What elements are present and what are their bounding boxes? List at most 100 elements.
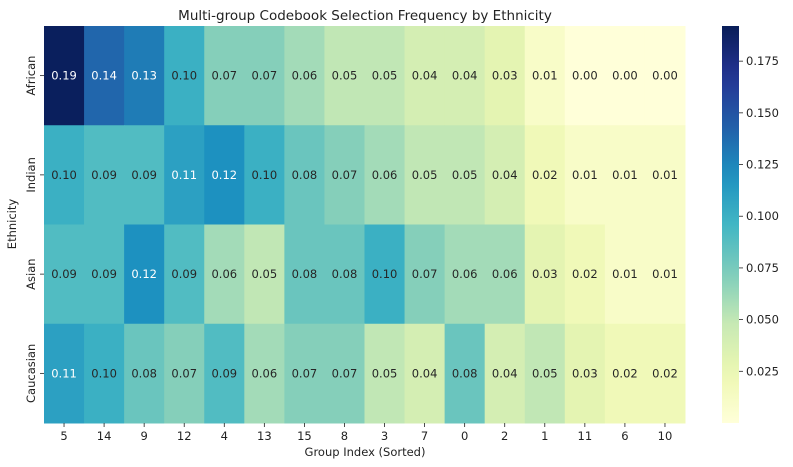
colorbar-tick-label: 0.125 (746, 158, 779, 172)
heatmap-cell (84, 224, 125, 325)
heatmap-cell (84, 125, 125, 225)
cell-value-label: 0.06 (492, 267, 518, 281)
heatmap-cell (604, 125, 646, 225)
heatmap-cell (364, 224, 406, 325)
cell-value-label: 0.12 (131, 267, 157, 281)
heatmap-cell (124, 125, 165, 225)
heatmap-cell (124, 26, 165, 126)
heatmap-cell (604, 224, 646, 325)
heatmap-cell (244, 224, 285, 325)
x-tick-label: 10 (658, 429, 673, 443)
colorbar-ticks: 0.025 0.050 0.075 0.100 0.125 0.150 0.175 (739, 54, 779, 378)
x-tick-label: 8 (341, 429, 348, 443)
cell-value-label: 0.02 (612, 366, 638, 380)
cell-value-label: 0.06 (372, 168, 398, 182)
heatmap-cell (444, 26, 486, 126)
cell-value-label: 0.05 (332, 69, 358, 83)
cell-value-label: 0.06 (292, 69, 318, 83)
colorbar-tick-label: 0.100 (746, 209, 779, 223)
x-tick-label: 15 (297, 429, 312, 443)
x-tick-label: 9 (140, 429, 147, 443)
x-tick-label: 13 (257, 429, 272, 443)
x-tick-label: 11 (578, 429, 593, 443)
heatmap-cell (124, 224, 165, 325)
cell-value-label: 0.07 (171, 366, 197, 380)
cell-value-label: 0.08 (131, 366, 157, 380)
cell-value-label: 0.10 (51, 168, 77, 182)
heatmap-cell (284, 224, 325, 325)
heatmap-cell (164, 323, 205, 424)
x-tick-label: 7 (421, 429, 428, 443)
cell-value-label: 0.05 (372, 366, 398, 380)
heatmap-cell (444, 323, 486, 424)
heatmap-cell (404, 323, 446, 424)
cell-value-label: 0.04 (452, 69, 478, 83)
cell-value-label: 0.01 (612, 168, 638, 182)
heatmap-cell (324, 224, 365, 325)
cell-value-label: 0.11 (51, 366, 77, 380)
cell-value-label: 0.00 (572, 69, 598, 83)
cell-value-label: 0.08 (292, 267, 318, 281)
x-tick-label: 1 (541, 429, 548, 443)
cell-value-label: 0.01 (652, 168, 678, 182)
cell-value-label: 0.06 (211, 267, 237, 281)
heatmap-cell (564, 224, 606, 325)
heatmap-cell (484, 323, 526, 424)
heatmap-cell (164, 224, 205, 325)
heatmap-cell (284, 26, 325, 126)
x-tick-label: 6 (621, 429, 628, 443)
heatmap-cell (44, 125, 85, 225)
cell-value-label: 0.10 (91, 366, 117, 380)
heatmap-cell (324, 323, 365, 424)
cell-value-label: 0.07 (412, 267, 438, 281)
cell-value-label: 0.04 (492, 366, 518, 380)
heatmap-cells: 0.19 0.14 0.13 0.10 0.07 0.07 0.06 0.05 0.05 0.04… (44, 26, 686, 424)
colorbar-tick-label: 0.175 (746, 54, 779, 68)
y-axis-title: Ethnicity (5, 199, 19, 250)
heatmap-cell (204, 26, 245, 126)
x-tick-label: 5 (60, 429, 67, 443)
heatmap-cell (644, 323, 686, 424)
cell-value-label: 0.10 (252, 168, 278, 182)
heatmap-cell (484, 224, 526, 325)
heatmap-cell (564, 125, 606, 225)
colorbar (722, 26, 739, 423)
heatmap-cell (644, 224, 686, 325)
heatmap-cell (284, 323, 325, 424)
cell-value-label: 0.09 (91, 168, 117, 182)
heatmap-cell (404, 125, 446, 225)
cell-value-label: 0.07 (332, 168, 358, 182)
heatmap-cell (524, 125, 566, 225)
heatmap-cell (84, 323, 125, 424)
cell-value-label: 0.03 (572, 366, 598, 380)
heatmap-cell (124, 323, 165, 424)
cell-value-label: 0.19 (51, 69, 77, 83)
cell-value-label: 0.05 (372, 69, 398, 83)
cell-value-label: 0.10 (372, 267, 398, 281)
heatmap-cell (564, 26, 606, 126)
cell-value-label: 0.01 (652, 267, 678, 281)
heatmap-cell (204, 224, 245, 325)
heatmap-cell (604, 323, 646, 424)
heatmap-cell (404, 26, 446, 126)
cell-value-label: 0.03 (492, 69, 518, 83)
heatmap-cell (644, 26, 686, 126)
heatmap-cell (44, 323, 85, 424)
cell-value-label: 0.11 (171, 168, 197, 182)
x-axis-ticks: 5 14 9 12 4 13 15 8 3 7 0 2 1 11 6 10 (60, 423, 672, 443)
cell-value-label: 0.02 (572, 267, 598, 281)
heatmap-cell (44, 224, 85, 325)
heatmap-cell (484, 125, 526, 225)
cell-value-label: 0.01 (532, 69, 558, 83)
heatmap-cell (364, 323, 406, 424)
heatmap-cell (164, 125, 205, 225)
heatmap-cell (324, 125, 365, 225)
cell-value-label: 0.02 (532, 168, 558, 182)
heatmap-cell (524, 323, 566, 424)
heatmap-cell (564, 323, 606, 424)
cell-value-label: 0.05 (532, 366, 558, 380)
heatmap-cell (524, 26, 566, 126)
cell-value-label: 0.09 (91, 267, 117, 281)
y-tick-label: Indian (24, 157, 38, 193)
cell-value-label: 0.04 (412, 69, 438, 83)
